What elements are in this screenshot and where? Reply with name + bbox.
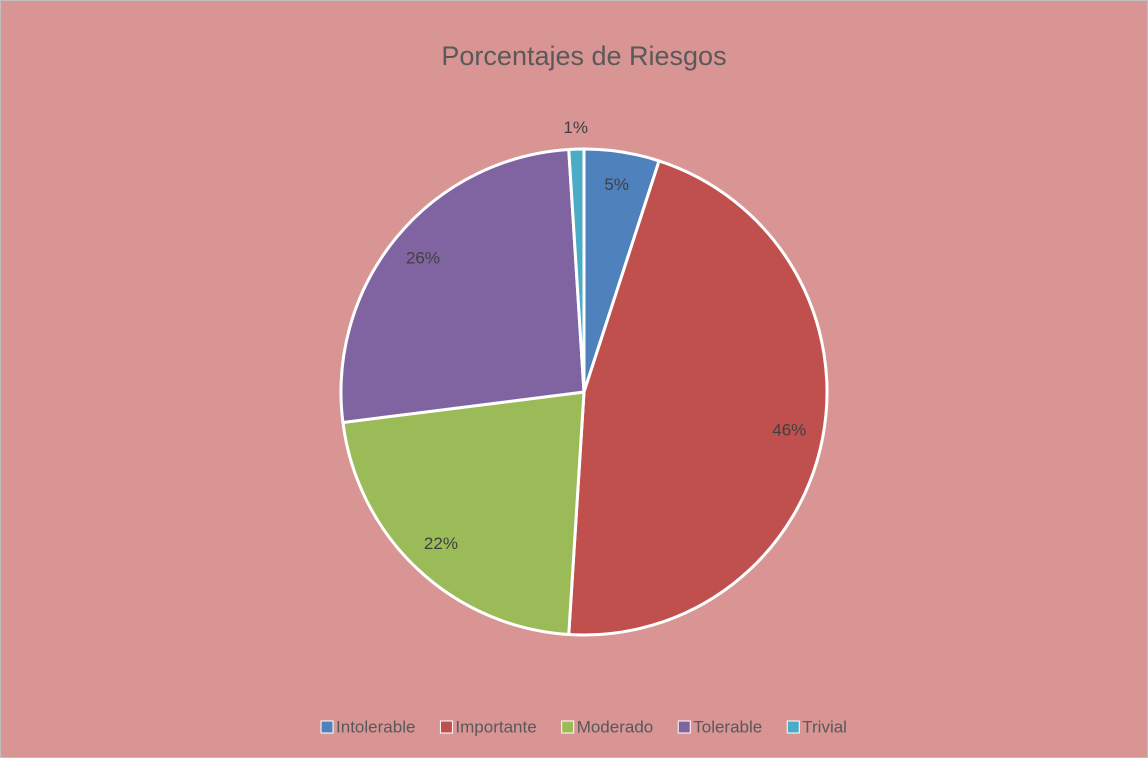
- legend-label: Importante: [455, 717, 536, 736]
- legend-swatch: [786, 720, 800, 734]
- legend-swatch: [677, 720, 691, 734]
- legend-swatch: [439, 720, 453, 734]
- pie-slice: [341, 390, 586, 637]
- legend-swatch: [561, 720, 575, 734]
- legend-swatch: [320, 720, 334, 734]
- data-label: 46%: [772, 421, 806, 440]
- pie-slice: [339, 147, 586, 424]
- legend-label: Intolerable: [336, 717, 415, 736]
- legend-label: Tolerable: [693, 717, 762, 736]
- data-label: 1%: [563, 118, 588, 137]
- data-label: 22%: [424, 534, 458, 553]
- pie-slice: [567, 147, 586, 394]
- legend-label: Moderado: [577, 717, 654, 736]
- data-label: 26%: [406, 248, 440, 267]
- data-label: 5%: [604, 175, 629, 194]
- legend-label: Trivial: [802, 717, 847, 736]
- chart-title: Porcentajes de Riesgos: [441, 41, 726, 71]
- pie-slice: [567, 159, 829, 637]
